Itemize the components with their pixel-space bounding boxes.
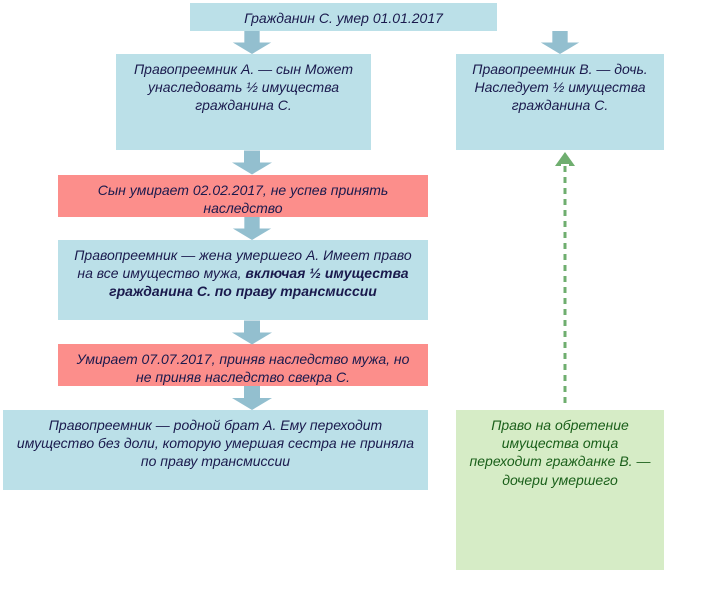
son-dies-box: Сын умирает 02.02.2017, не успев принять… — [58, 175, 428, 217]
header-box: Гражданин С. умер 01.01.2017 — [190, 3, 497, 31]
header-text: Гражданин С. умер 01.01.2017 — [244, 10, 443, 26]
arrow-up-dashed — [555, 152, 575, 413]
wife-dies-box: Умирает 07.07.2017, приняв наследство му… — [58, 344, 428, 386]
right-box: Право на обретение имущества отца перехо… — [456, 410, 664, 570]
wife-dies-text: Умирает 07.07.2017, приняв наследство му… — [77, 351, 410, 385]
arrow-down-2 — [232, 150, 272, 180]
wife-box: Правопреемник — жена умершего А. Имеет п… — [58, 240, 428, 320]
heir-b-text: Правопреемник В. — дочь. Наследует ½ иму… — [472, 61, 647, 113]
heir-b-box: Правопреемник В. — дочь. Наследует ½ иму… — [456, 54, 664, 150]
brother-text: Правопреемник — родной брат А. Ему перех… — [17, 417, 414, 469]
arrow-down-4 — [232, 320, 272, 350]
arrow-down-0 — [232, 31, 272, 59]
arrow-down-3 — [232, 217, 272, 245]
heir-a-box: Правопреемник А. — сын Может унаследоват… — [116, 54, 371, 150]
brother-box: Правопреемник — родной брат А. Ему перех… — [3, 410, 428, 490]
arrow-down-1 — [540, 31, 580, 59]
arrow-down-5 — [232, 386, 272, 415]
right-text: Право на обретение имущества отца перехо… — [470, 417, 651, 488]
son-dies-text: Сын умирает 02.02.2017, не успев принять… — [98, 182, 389, 216]
heir-a-text: Правопреемник А. — сын Может унаследоват… — [134, 61, 353, 113]
